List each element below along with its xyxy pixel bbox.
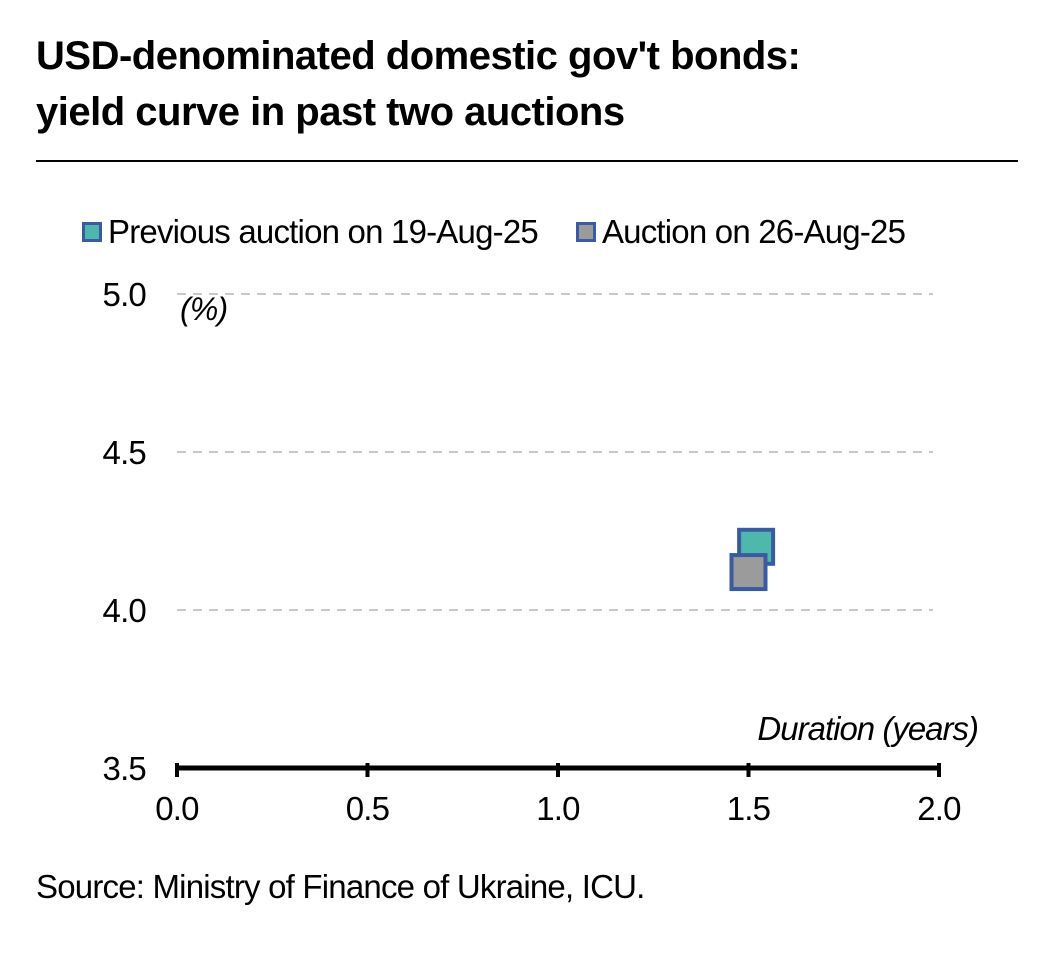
y-tick-label-0: 3.5 (103, 750, 146, 787)
scatter-chart: 3.5 4.0 4.5 5.0 0.0 0.5 1.0 1.5 2.0 (%) Duration (… (103, 276, 979, 827)
legend-item-previous: Previous auction on 19-Aug-25 (82, 213, 539, 251)
title-divider (36, 160, 1018, 162)
legend-swatch-latest (575, 222, 596, 242)
x-tick-label-1: 0.5 (346, 790, 389, 827)
data-point-series-1-0 (729, 553, 768, 592)
chart-title: USD-denominated domestic gov't bonds: yi… (36, 28, 1026, 140)
y-axis-label: (%) (180, 291, 227, 327)
legend-label-latest: Auction on 26-Aug-25 (601, 213, 906, 250)
chart-legend: Previous auction on 19-Aug-25 Auction on… (82, 212, 943, 252)
chart-title-line-1: USD-denominated domestic gov't bonds: (36, 34, 801, 78)
y-tick-label-2: 4.5 (103, 434, 146, 471)
y-tick-label-3: 5.0 (103, 276, 147, 313)
chart-title-line-2: yield curve in past two auctions (36, 90, 625, 134)
source-note: Source: Ministry of Finance of Ukraine, … (36, 868, 645, 905)
x-tick-label-0: 0.0 (155, 790, 199, 827)
y-tick-label-1: 4.0 (103, 592, 147, 629)
legend-label-previous: Previous auction on 19-Aug-25 (108, 213, 539, 250)
x-tick-label-4: 2.0 (917, 790, 961, 827)
x-tick-label-2: 1.0 (536, 790, 580, 827)
legend-swatch-previous (82, 222, 102, 242)
x-tick-label-3: 1.5 (727, 790, 770, 827)
legend-item-latest: Auction on 26-Aug-25 (575, 213, 906, 251)
x-axis-label: Duration (years) (757, 710, 978, 747)
